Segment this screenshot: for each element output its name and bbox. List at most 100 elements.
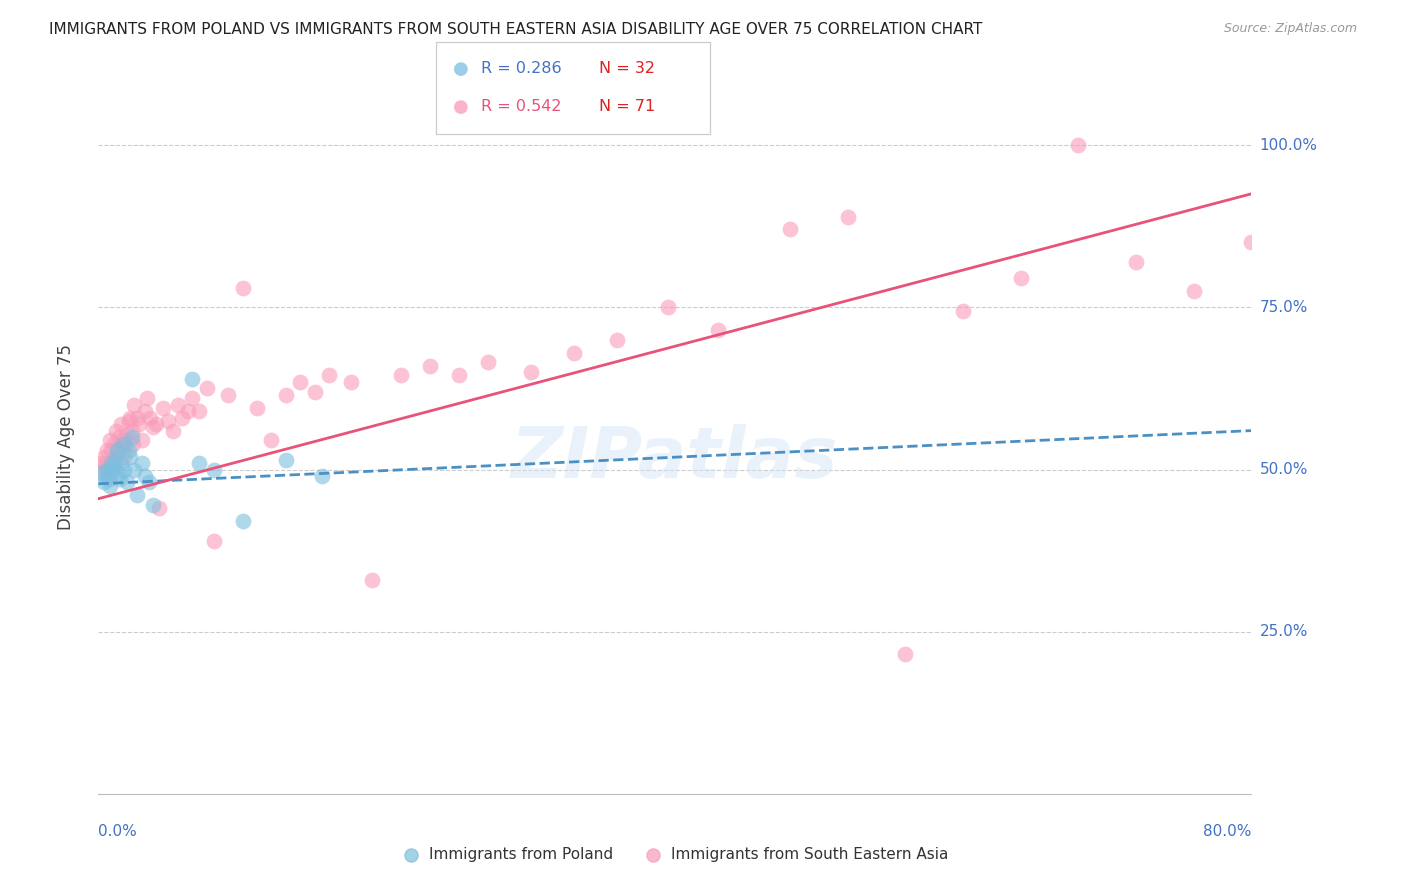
Point <box>166 398 188 412</box>
Point <box>145 417 167 431</box>
Point <box>98 434 121 448</box>
Point <box>93 475 115 490</box>
Point <box>246 401 269 415</box>
Point <box>107 430 129 444</box>
Point <box>447 368 470 383</box>
Point <box>98 479 121 493</box>
Point <box>121 424 143 438</box>
Point <box>202 533 225 548</box>
Point <box>139 410 162 425</box>
Point <box>520 365 543 379</box>
Text: 75.0%: 75.0% <box>1260 300 1308 315</box>
Point <box>177 404 200 418</box>
Point <box>339 375 361 389</box>
Point <box>104 424 127 438</box>
Point <box>202 462 225 476</box>
Point <box>101 462 124 476</box>
Point <box>156 414 179 428</box>
Legend: Immigrants from Poland, Immigrants from South Eastern Asia: Immigrants from Poland, Immigrants from … <box>395 841 955 868</box>
Point <box>318 368 340 383</box>
Point <box>142 420 165 434</box>
Point <box>110 417 132 431</box>
Point <box>101 452 124 467</box>
Point <box>131 456 153 470</box>
Point <box>120 410 142 425</box>
Point <box>231 281 254 295</box>
Point <box>195 381 218 395</box>
Text: ZIPatlas: ZIPatlas <box>512 424 838 493</box>
Point <box>181 372 204 386</box>
Point <box>1240 235 1263 250</box>
Point <box>91 462 114 476</box>
Text: ●: ● <box>453 60 470 78</box>
Point <box>117 426 139 441</box>
Point <box>93 450 115 464</box>
Point <box>121 430 143 444</box>
Text: N = 71: N = 71 <box>599 99 655 114</box>
Point <box>1010 271 1032 285</box>
Point <box>110 456 132 470</box>
Point <box>138 475 160 490</box>
Point <box>97 472 120 486</box>
Point <box>124 398 146 412</box>
Point <box>217 388 239 402</box>
Point <box>104 450 127 464</box>
Point <box>188 456 211 470</box>
Point <box>117 475 139 490</box>
Point <box>124 462 146 476</box>
Point <box>103 459 125 474</box>
Point <box>162 424 184 438</box>
Point <box>122 436 145 450</box>
Point <box>120 450 142 464</box>
Point <box>260 434 283 448</box>
Point <box>290 375 312 389</box>
Point <box>90 466 112 480</box>
Point <box>894 648 917 662</box>
Text: 80.0%: 80.0% <box>1204 824 1251 839</box>
Point <box>107 466 129 480</box>
Point <box>389 368 412 383</box>
Point <box>837 210 859 224</box>
Point <box>1125 255 1147 269</box>
Point <box>274 388 297 402</box>
Point <box>127 488 149 502</box>
Point <box>170 410 193 425</box>
Point <box>148 501 170 516</box>
Point <box>103 436 125 450</box>
Point <box>100 443 122 458</box>
Text: ●: ● <box>453 98 470 116</box>
Text: 0.0%: 0.0% <box>98 824 138 839</box>
Point <box>152 401 174 415</box>
Point <box>1182 284 1205 298</box>
Point <box>419 359 441 373</box>
Point <box>94 456 117 470</box>
Point <box>100 456 122 470</box>
Point <box>118 443 141 458</box>
Point <box>108 472 131 486</box>
Point <box>105 446 128 460</box>
Point <box>105 443 128 458</box>
Point <box>108 440 131 454</box>
Point <box>606 333 628 347</box>
Point <box>96 443 118 458</box>
Point <box>181 391 204 405</box>
Point <box>707 323 730 337</box>
Point <box>477 355 499 369</box>
Point <box>1067 138 1090 153</box>
Point <box>94 469 117 483</box>
Point <box>274 452 297 467</box>
Y-axis label: Disability Age Over 75: Disability Age Over 75 <box>56 344 75 530</box>
Point <box>142 498 165 512</box>
Point <box>952 303 974 318</box>
Point <box>361 573 384 587</box>
Point <box>134 404 156 418</box>
Point <box>111 434 134 448</box>
Text: 25.0%: 25.0% <box>1260 624 1308 640</box>
Text: 50.0%: 50.0% <box>1260 462 1308 477</box>
Point <box>114 436 136 450</box>
Point <box>134 469 156 483</box>
Point <box>97 466 120 480</box>
Point <box>112 462 135 476</box>
Point <box>562 345 585 359</box>
Text: IMMIGRANTS FROM POLAND VS IMMIGRANTS FROM SOUTH EASTERN ASIA DISABILITY AGE OVER: IMMIGRANTS FROM POLAND VS IMMIGRANTS FRO… <box>49 22 983 37</box>
